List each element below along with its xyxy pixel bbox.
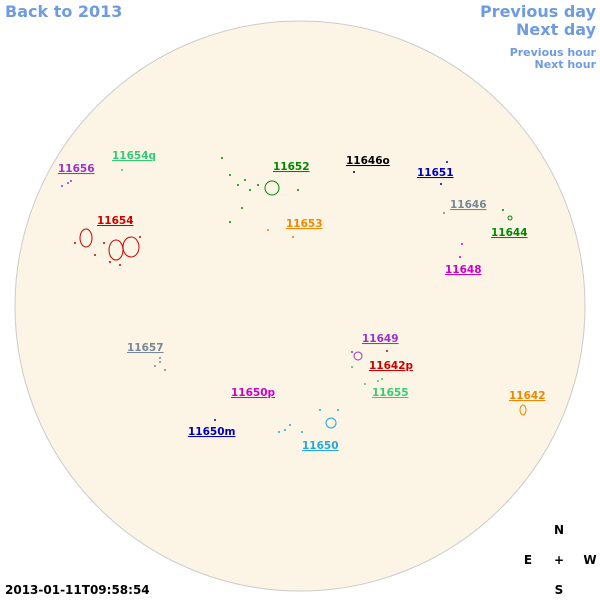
sunspot	[381, 378, 383, 380]
sunspot	[292, 236, 294, 238]
sunspot	[214, 419, 216, 421]
sunspot	[94, 254, 96, 256]
sunspot	[70, 180, 72, 182]
sunspot	[446, 161, 448, 163]
region-label[interactable]: 11654q	[112, 150, 156, 162]
sunspot	[297, 189, 299, 191]
back-link[interactable]: Back to 2013	[5, 2, 122, 21]
region-label[interactable]: 11642p	[369, 360, 414, 372]
solar-disk	[14, 20, 586, 592]
sunspot	[139, 236, 141, 238]
compass-east: E	[524, 553, 532, 567]
sunspot	[67, 182, 69, 184]
region-label[interactable]: 11656	[58, 163, 95, 175]
sunspot	[119, 264, 121, 266]
next-day-link[interactable]: Next day	[516, 20, 597, 39]
sunspot	[502, 209, 504, 211]
region-label[interactable]: 11646	[450, 199, 487, 211]
sunspot	[459, 256, 461, 258]
sunspot-group	[353, 351, 363, 361]
region-label[interactable]: 11653	[286, 218, 323, 230]
compass-south: S	[555, 583, 564, 597]
sunspot-group	[519, 404, 527, 416]
sunspot	[301, 431, 303, 433]
sunspot	[229, 174, 231, 176]
region-label[interactable]: 11650m	[188, 426, 236, 438]
sunspot-group	[264, 180, 280, 196]
sunspot	[284, 429, 286, 431]
sunspot	[221, 157, 223, 159]
sunspot	[351, 366, 353, 368]
region-label[interactable]: 11648	[445, 264, 482, 276]
sunspot	[121, 169, 123, 171]
region-label[interactable]: 11655	[372, 387, 409, 399]
sunspot	[61, 185, 63, 187]
timestamp: 2013-01-11T09:58:54	[5, 583, 150, 597]
sunspot	[103, 242, 105, 244]
sunspot	[159, 357, 161, 359]
sunspot	[257, 184, 259, 186]
compass-center: +	[554, 553, 564, 567]
sunspot	[267, 229, 269, 231]
spots	[61, 157, 527, 433]
sunspot	[278, 431, 280, 433]
region-label[interactable]: 11651	[417, 167, 454, 179]
next-hour-link[interactable]: Next hour	[535, 58, 597, 71]
region-label[interactable]: 11657	[127, 342, 164, 354]
region-label[interactable]: 11650p	[231, 387, 276, 399]
region-label[interactable]: 11650	[302, 440, 339, 452]
region-label[interactable]: 11646o	[346, 155, 390, 167]
sunspot	[386, 350, 388, 352]
sunspot	[337, 409, 339, 411]
sunspot	[154, 365, 156, 367]
sunspot	[229, 221, 231, 223]
sunspot	[351, 351, 353, 353]
region-label[interactable]: 11654	[97, 215, 134, 227]
sunspot	[249, 189, 251, 191]
sunspot	[440, 183, 442, 185]
sunspot	[364, 383, 366, 385]
sunspot	[241, 207, 243, 209]
sunspot	[237, 184, 239, 186]
region-labels: 11656 11654q 11652 11646o 11651 11654 11653 116…	[58, 150, 546, 452]
sunspot-group	[507, 215, 513, 221]
sunspot-group	[325, 417, 337, 429]
sunspot	[353, 171, 355, 173]
sunspot	[164, 369, 166, 371]
previous-hour-link[interactable]: Previous hour	[510, 46, 597, 59]
sunspot	[159, 361, 161, 363]
sunspot-group	[122, 236, 140, 258]
sunspot	[74, 242, 76, 244]
region-label[interactable]: 11644	[491, 227, 528, 239]
compass-west: W	[583, 553, 596, 567]
sunspot	[319, 409, 321, 411]
region-label[interactable]: 11642	[509, 390, 546, 402]
region-label[interactable]: 11649	[362, 333, 399, 345]
sunspot	[443, 212, 445, 214]
sunspot	[377, 380, 379, 382]
sunspot-group	[79, 228, 93, 248]
region-label[interactable]: 11652	[273, 161, 310, 173]
previous-day-link[interactable]: Previous day	[480, 2, 597, 21]
sunspot	[109, 261, 111, 263]
compass-north: N	[554, 523, 564, 537]
sunspot	[461, 243, 463, 245]
sunspot	[244, 179, 246, 181]
sunspot	[289, 424, 291, 426]
